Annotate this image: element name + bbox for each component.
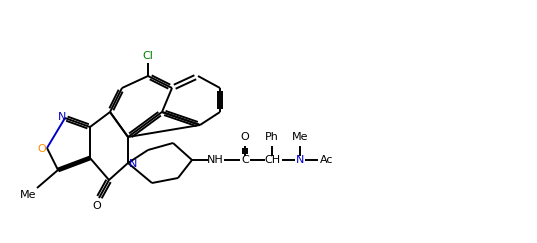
Text: O: O [241,132,249,142]
Text: Me: Me [292,132,308,142]
Text: O: O [38,144,46,154]
Text: O: O [92,201,101,211]
Text: N: N [58,112,66,122]
Text: Me: Me [20,190,37,200]
Text: NH: NH [207,155,223,165]
Text: N: N [296,155,304,165]
Text: CH: CH [264,155,280,165]
Text: N: N [129,159,137,169]
Text: Ac: Ac [320,155,334,165]
Text: Ph: Ph [265,132,279,142]
Text: C: C [241,155,249,165]
Text: Cl: Cl [142,51,154,61]
